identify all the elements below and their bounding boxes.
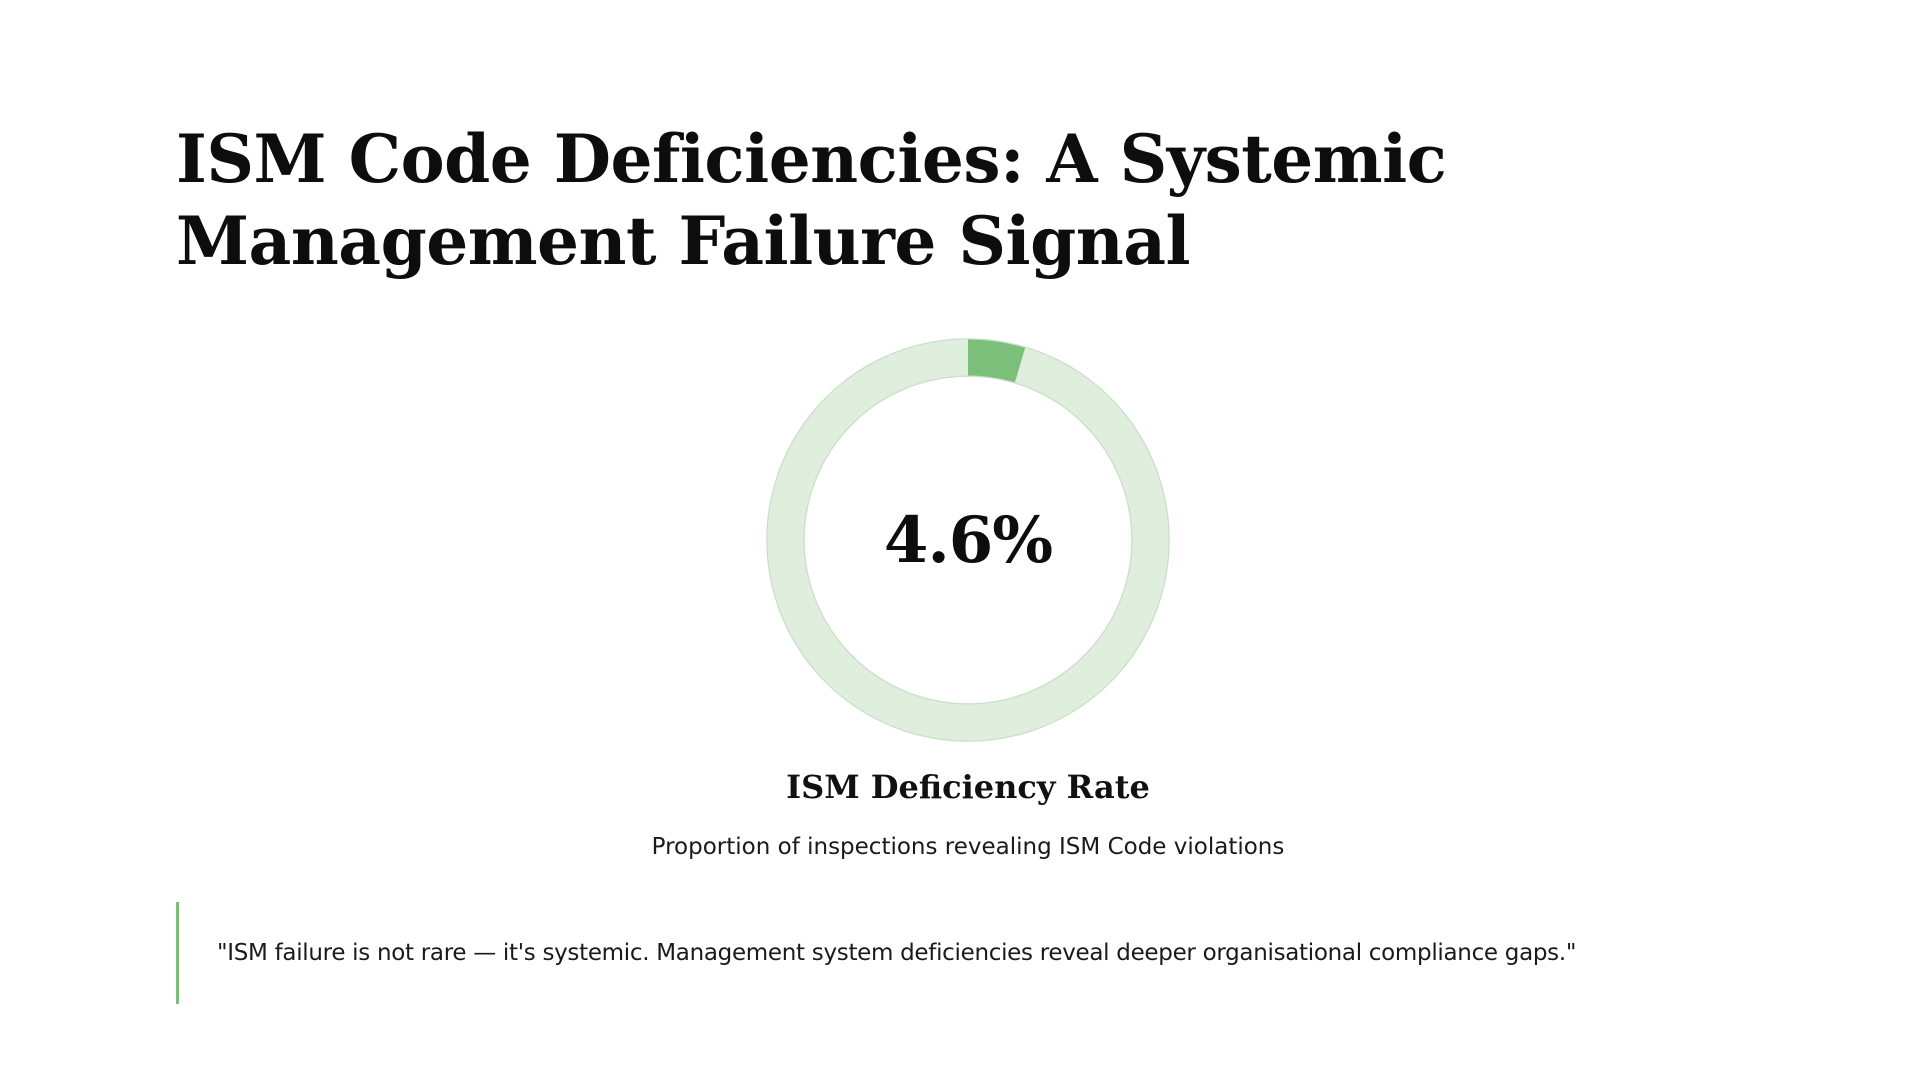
donut-chart: 4.6%	[766, 338, 1170, 742]
donut-value-arc	[967, 339, 1026, 383]
donut-track-outline-inner	[803, 375, 1133, 705]
quote-text: "ISM failure is not rare — it's systemic…	[217, 940, 1577, 966]
donut-center-value: 4.6%	[883, 502, 1053, 578]
donut-track-outline-outer	[766, 338, 1170, 742]
donut-svg	[766, 338, 1170, 742]
metric-label: ISM Deficiency Rate	[786, 768, 1150, 806]
quote-block: "ISM failure is not rare — it's systemic…	[176, 902, 1736, 1004]
metric-description: Proportion of inspections revealing ISM …	[651, 834, 1285, 860]
slide-title: ISM Code Deficiencies: A Systemic Manage…	[176, 120, 1447, 280]
